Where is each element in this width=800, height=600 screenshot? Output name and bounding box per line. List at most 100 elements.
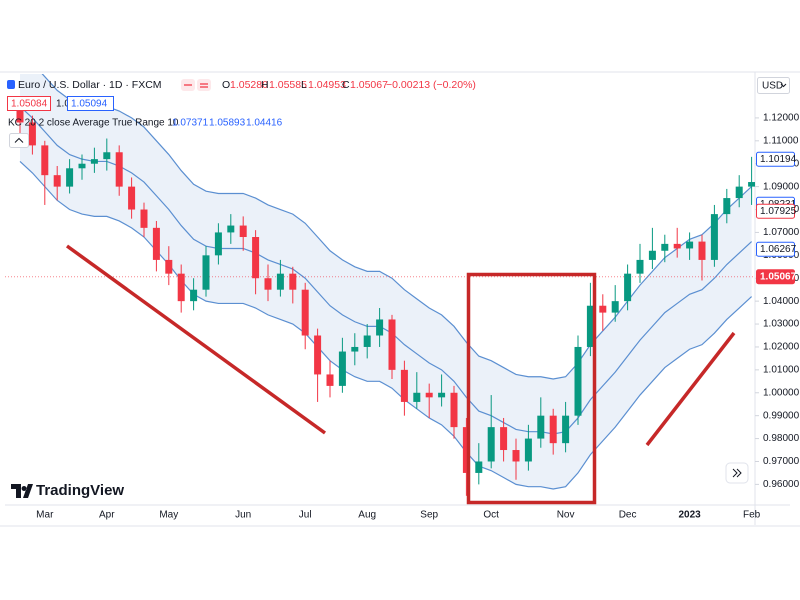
y-tick-label: 1.00000 xyxy=(763,387,800,398)
currency-box[interactable] xyxy=(757,77,790,94)
candle-body xyxy=(611,301,619,313)
candle-body xyxy=(264,278,272,290)
collapse-button[interactable] xyxy=(9,133,29,148)
x-tick-label: Sep xyxy=(420,510,438,521)
candle-body xyxy=(400,369,408,402)
candle-body xyxy=(388,319,396,370)
symbol-icon xyxy=(7,80,15,89)
ohlc-value: 1.04953 xyxy=(308,79,346,91)
candle-body xyxy=(524,438,532,462)
candle-body xyxy=(165,259,173,274)
candle-body xyxy=(326,374,334,386)
pill-icon[interactable] xyxy=(197,79,211,91)
x-tick-label: Feb xyxy=(743,510,761,521)
candle-body xyxy=(78,163,86,169)
candle-body xyxy=(202,255,210,290)
x-tick-label: May xyxy=(159,510,178,521)
price-tag-label: 1.06267 xyxy=(760,244,797,255)
y-tick-label: 0.98000 xyxy=(763,433,800,444)
y-tick-label: 1.07000 xyxy=(763,227,800,238)
candle-body xyxy=(128,186,136,210)
buy-box[interactable] xyxy=(67,96,114,111)
candle-body xyxy=(227,225,235,233)
ohlc-value: 1.05067 xyxy=(350,79,388,91)
candle-body xyxy=(425,392,433,398)
candle-body xyxy=(252,237,260,279)
candle-body xyxy=(438,392,446,398)
candle-body xyxy=(574,346,582,416)
candle-body xyxy=(686,241,694,249)
ohlc-value: 1.05280 xyxy=(230,79,268,91)
y-tick-label: 0.96000 xyxy=(763,479,800,490)
candle-body xyxy=(673,243,681,249)
ohlc-label: C xyxy=(342,79,350,91)
x-tick-label: Dec xyxy=(619,510,637,521)
candle-body xyxy=(475,461,483,473)
y-tick-label: 1.12000 xyxy=(763,113,800,124)
candle-body xyxy=(66,168,74,187)
candle-body xyxy=(28,122,36,146)
sell-box[interactable] xyxy=(7,96,51,111)
price-tag-label: 1.07925 xyxy=(760,206,797,217)
candle-body xyxy=(190,289,198,302)
candle-body xyxy=(214,232,222,256)
candle-body xyxy=(90,159,98,164)
price-tag xyxy=(756,151,795,167)
price-tag-label: 1.05067 xyxy=(760,271,797,282)
y-tick-label: 1.09000 xyxy=(763,181,800,192)
y-tick-label: 1.11000 xyxy=(763,135,799,146)
x-tick-label: Nov xyxy=(557,510,575,521)
candle-body xyxy=(500,427,508,451)
x-tick-label: Jul xyxy=(299,510,312,521)
candle-body xyxy=(276,273,284,290)
ohlc-value: 1.05585 xyxy=(269,79,307,91)
candle-body xyxy=(338,351,346,386)
collapse-chevron xyxy=(14,137,24,143)
candle-body xyxy=(562,415,570,444)
indicator-name: KC 20 2 close Average True Range 10 xyxy=(8,118,179,129)
candle-body xyxy=(140,209,148,228)
brand-name: TradingView xyxy=(36,482,124,499)
price-tag xyxy=(756,203,795,219)
candle-body xyxy=(537,415,545,439)
candle-body xyxy=(413,392,421,402)
x-tick-label: Jun xyxy=(235,510,251,521)
candle-body xyxy=(376,319,384,336)
price-tag xyxy=(756,269,795,285)
candle-body xyxy=(710,214,718,260)
brand-logo xyxy=(11,484,33,498)
y-tick-label: 1.01000 xyxy=(763,365,800,376)
symbol-title: Euro / U.S. Dollar · 1D · FXCM xyxy=(18,79,162,91)
candle-body xyxy=(152,227,160,260)
candle-body xyxy=(16,106,24,123)
indicator-value: 1.04416 xyxy=(246,118,283,129)
candle-body xyxy=(698,241,706,260)
candle-body xyxy=(301,289,309,336)
x-tick-label: Apr xyxy=(99,510,115,521)
candle-body xyxy=(103,152,111,160)
trend-line xyxy=(645,331,736,447)
highlight-box xyxy=(466,272,597,505)
scroll-glyph xyxy=(732,468,742,478)
candle-body xyxy=(487,427,495,462)
candle-body xyxy=(549,415,557,444)
channel-middle xyxy=(19,106,753,435)
y-tick-label: 0.99000 xyxy=(763,410,800,421)
candle-body xyxy=(363,335,371,347)
price-tag-label: 1.10194 xyxy=(760,154,797,165)
x-tick-label: Aug xyxy=(358,510,376,521)
annotations xyxy=(65,244,736,505)
indicator-value: 1.07371 xyxy=(172,118,209,129)
candle-body xyxy=(723,198,731,215)
candle-body xyxy=(314,335,322,375)
candle-body xyxy=(177,273,185,302)
channel-fill xyxy=(20,74,752,489)
candle-body xyxy=(289,273,297,290)
candle-body xyxy=(512,450,520,462)
sell-price: 1.05084 xyxy=(11,99,48,110)
y-tick-label: 0.97000 xyxy=(763,456,800,467)
y-tick-label: 1.02000 xyxy=(763,342,800,353)
candle-body xyxy=(586,305,594,347)
x-tick-label: 2023 xyxy=(678,510,701,521)
